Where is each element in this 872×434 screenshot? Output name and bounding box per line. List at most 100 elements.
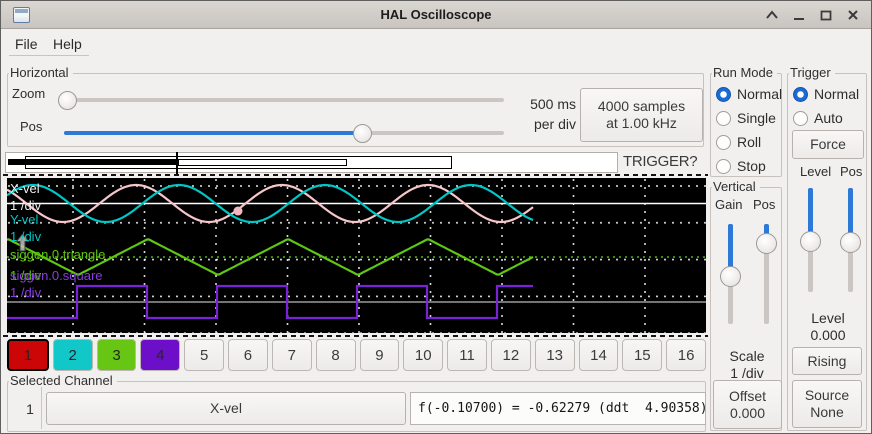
title-bar[interactable]: HAL Oscilloscope	[1, 1, 871, 29]
trigger-pos-slider-handle[interactable]	[839, 231, 861, 253]
scale-readout: Scale 1 /div	[711, 348, 783, 382]
channel-button-row: 1 2 3 4 5 6 7 8 9 10 11 12 13 14 15 16	[7, 339, 706, 371]
channel-value-readout: f(-0.10700) = -0.62279 (ddt 4.90358)	[410, 392, 708, 425]
channel-button-6[interactable]: 6	[228, 339, 268, 371]
channel-button-5[interactable]: 5	[184, 339, 225, 371]
trigger-status-label: TRIGGER?	[623, 153, 698, 170]
vertical-pos-slider-track[interactable]	[763, 224, 769, 324]
scope-bottom-divider	[3, 335, 708, 337]
radio-label: Single	[737, 110, 776, 126]
timebase-unit: per div	[533, 116, 576, 132]
shade-icon[interactable]	[762, 4, 782, 26]
horizontal-group-title: Horizontal	[9, 65, 73, 80]
channel-name-label: X-vel	[210, 400, 242, 416]
radio-roll[interactable]: Roll	[716, 134, 761, 150]
maximize-icon[interactable]	[816, 4, 836, 26]
run-mode-group: Run Mode Normal Single Roll Stop	[710, 65, 782, 177]
samples-line2: at 1.00 kHz	[606, 115, 677, 131]
zoom-label: Zoom	[12, 86, 46, 101]
radio-icon	[716, 110, 731, 126]
trigger-level-value: 0.000	[810, 327, 846, 343]
force-button[interactable]: Force	[792, 130, 864, 159]
channel-name-label: siggen.0.square	[10, 268, 103, 283]
trigger-edge-label: Rising	[807, 352, 847, 369]
channel-button-7[interactable]: 7	[271, 339, 312, 371]
channel-button-4[interactable]: 4	[140, 339, 181, 371]
trigger-edge-button[interactable]: Rising	[792, 347, 862, 375]
channel-scale-label: 1 /div	[10, 229, 42, 244]
zoom-slider-track[interactable]	[58, 98, 504, 102]
menu-bar: File Help	[1, 30, 871, 55]
pos-label: Pos	[20, 119, 43, 134]
pos-slider-fill	[64, 131, 362, 135]
trigger-position-marker[interactable]	[176, 152, 178, 174]
radio-icon	[716, 86, 731, 102]
horizontal-group: Horizontal Zoom Pos 500 ms per div 4000 …	[7, 65, 704, 147]
divider	[41, 387, 42, 429]
channel-name-label: X-vel	[10, 181, 40, 196]
trigger-level-caption: Level	[811, 310, 845, 326]
channel-name-button[interactable]: X-vel	[46, 392, 406, 425]
force-button-label: Force	[810, 136, 846, 152]
channel-button-15[interactable]: 15	[622, 339, 663, 371]
channel-button-14[interactable]: 14	[578, 339, 619, 371]
run-mode-title: Run Mode	[712, 65, 777, 80]
trigger-level-label: Level	[800, 164, 832, 179]
channel-button-13[interactable]: 13	[534, 339, 575, 371]
scope-top-divider	[3, 174, 708, 176]
record-position-bar[interactable]	[5, 152, 618, 174]
pos-slider-handle[interactable]	[352, 123, 372, 143]
close-icon[interactable]	[843, 4, 863, 26]
channel-name-label: Y-vel	[10, 212, 39, 227]
channel-button-3[interactable]: 3	[96, 339, 137, 371]
channel-button-12[interactable]: 12	[490, 339, 531, 371]
gain-slider-fill	[727, 224, 733, 276]
radio-label: Normal	[814, 86, 860, 102]
channel-button-2[interactable]: 2	[52, 339, 93, 371]
window-title: HAL Oscilloscope	[380, 7, 492, 22]
scale-value: 1 /div	[730, 365, 764, 381]
vertical-pos-slider-handle[interactable]	[755, 232, 777, 254]
waveform-canvas	[7, 183, 706, 320]
minimize-icon[interactable]	[789, 4, 809, 26]
menu-file[interactable]: File	[15, 36, 38, 52]
app-icon	[13, 7, 30, 23]
channel-button-1[interactable]: 1	[7, 339, 49, 371]
record-window-outline	[25, 156, 452, 169]
channel-scale-label: 1 /div	[10, 285, 42, 300]
radio-normal[interactable]: Normal	[793, 86, 859, 102]
vertical-title: Vertical	[712, 179, 760, 194]
channel-button-11[interactable]: 11	[447, 339, 487, 371]
radio-normal[interactable]: Normal	[716, 86, 782, 102]
radio-label: Normal	[737, 86, 783, 102]
samples-button[interactable]: 4000 samples at 1.00 kHz	[580, 88, 703, 142]
trigger-level-slider-handle[interactable]	[799, 230, 821, 252]
samples-line1: 4000 samples	[597, 98, 686, 114]
channel-name-label: siggen.0.triangle	[10, 247, 106, 262]
timebase-value: 500 ms	[530, 96, 576, 112]
selected-channel-group: Selected Channel 1 X-vel f(-0.10700) = -…	[7, 373, 708, 432]
scope-display[interactable]: X-vel 1 /div Y-vel 1 /div siggen.0.triangle 1…	[7, 178, 706, 333]
channel-button-9[interactable]: 9	[359, 339, 400, 371]
channel-button-10[interactable]: 10	[403, 339, 444, 371]
radio-stop[interactable]: Stop	[716, 158, 766, 174]
radio-single[interactable]: Single	[716, 110, 776, 126]
scale-caption: Scale	[729, 348, 765, 364]
radio-auto[interactable]: Auto	[793, 110, 843, 126]
channel-button-16[interactable]: 16	[666, 339, 706, 371]
menu-help[interactable]: Help	[53, 36, 82, 52]
offset-caption: Offset	[728, 387, 767, 404]
zoom-slider-handle[interactable]	[58, 90, 77, 110]
selected-channel-number: 1	[26, 401, 34, 417]
channel-scale-label: 1 /div	[10, 198, 42, 213]
trigger-source-button[interactable]: Source None	[792, 380, 862, 428]
radio-icon	[716, 158, 731, 174]
channel-button-8[interactable]: 8	[315, 339, 356, 371]
vertical-pos-label: Pos	[753, 197, 776, 212]
radio-icon	[793, 86, 808, 102]
trigger-pos-slider-fill	[847, 188, 853, 242]
offset-button[interactable]: Offset 0.000	[713, 380, 782, 429]
gain-slider-handle[interactable]	[719, 265, 741, 287]
selected-channel-title: Selected Channel	[9, 373, 117, 388]
